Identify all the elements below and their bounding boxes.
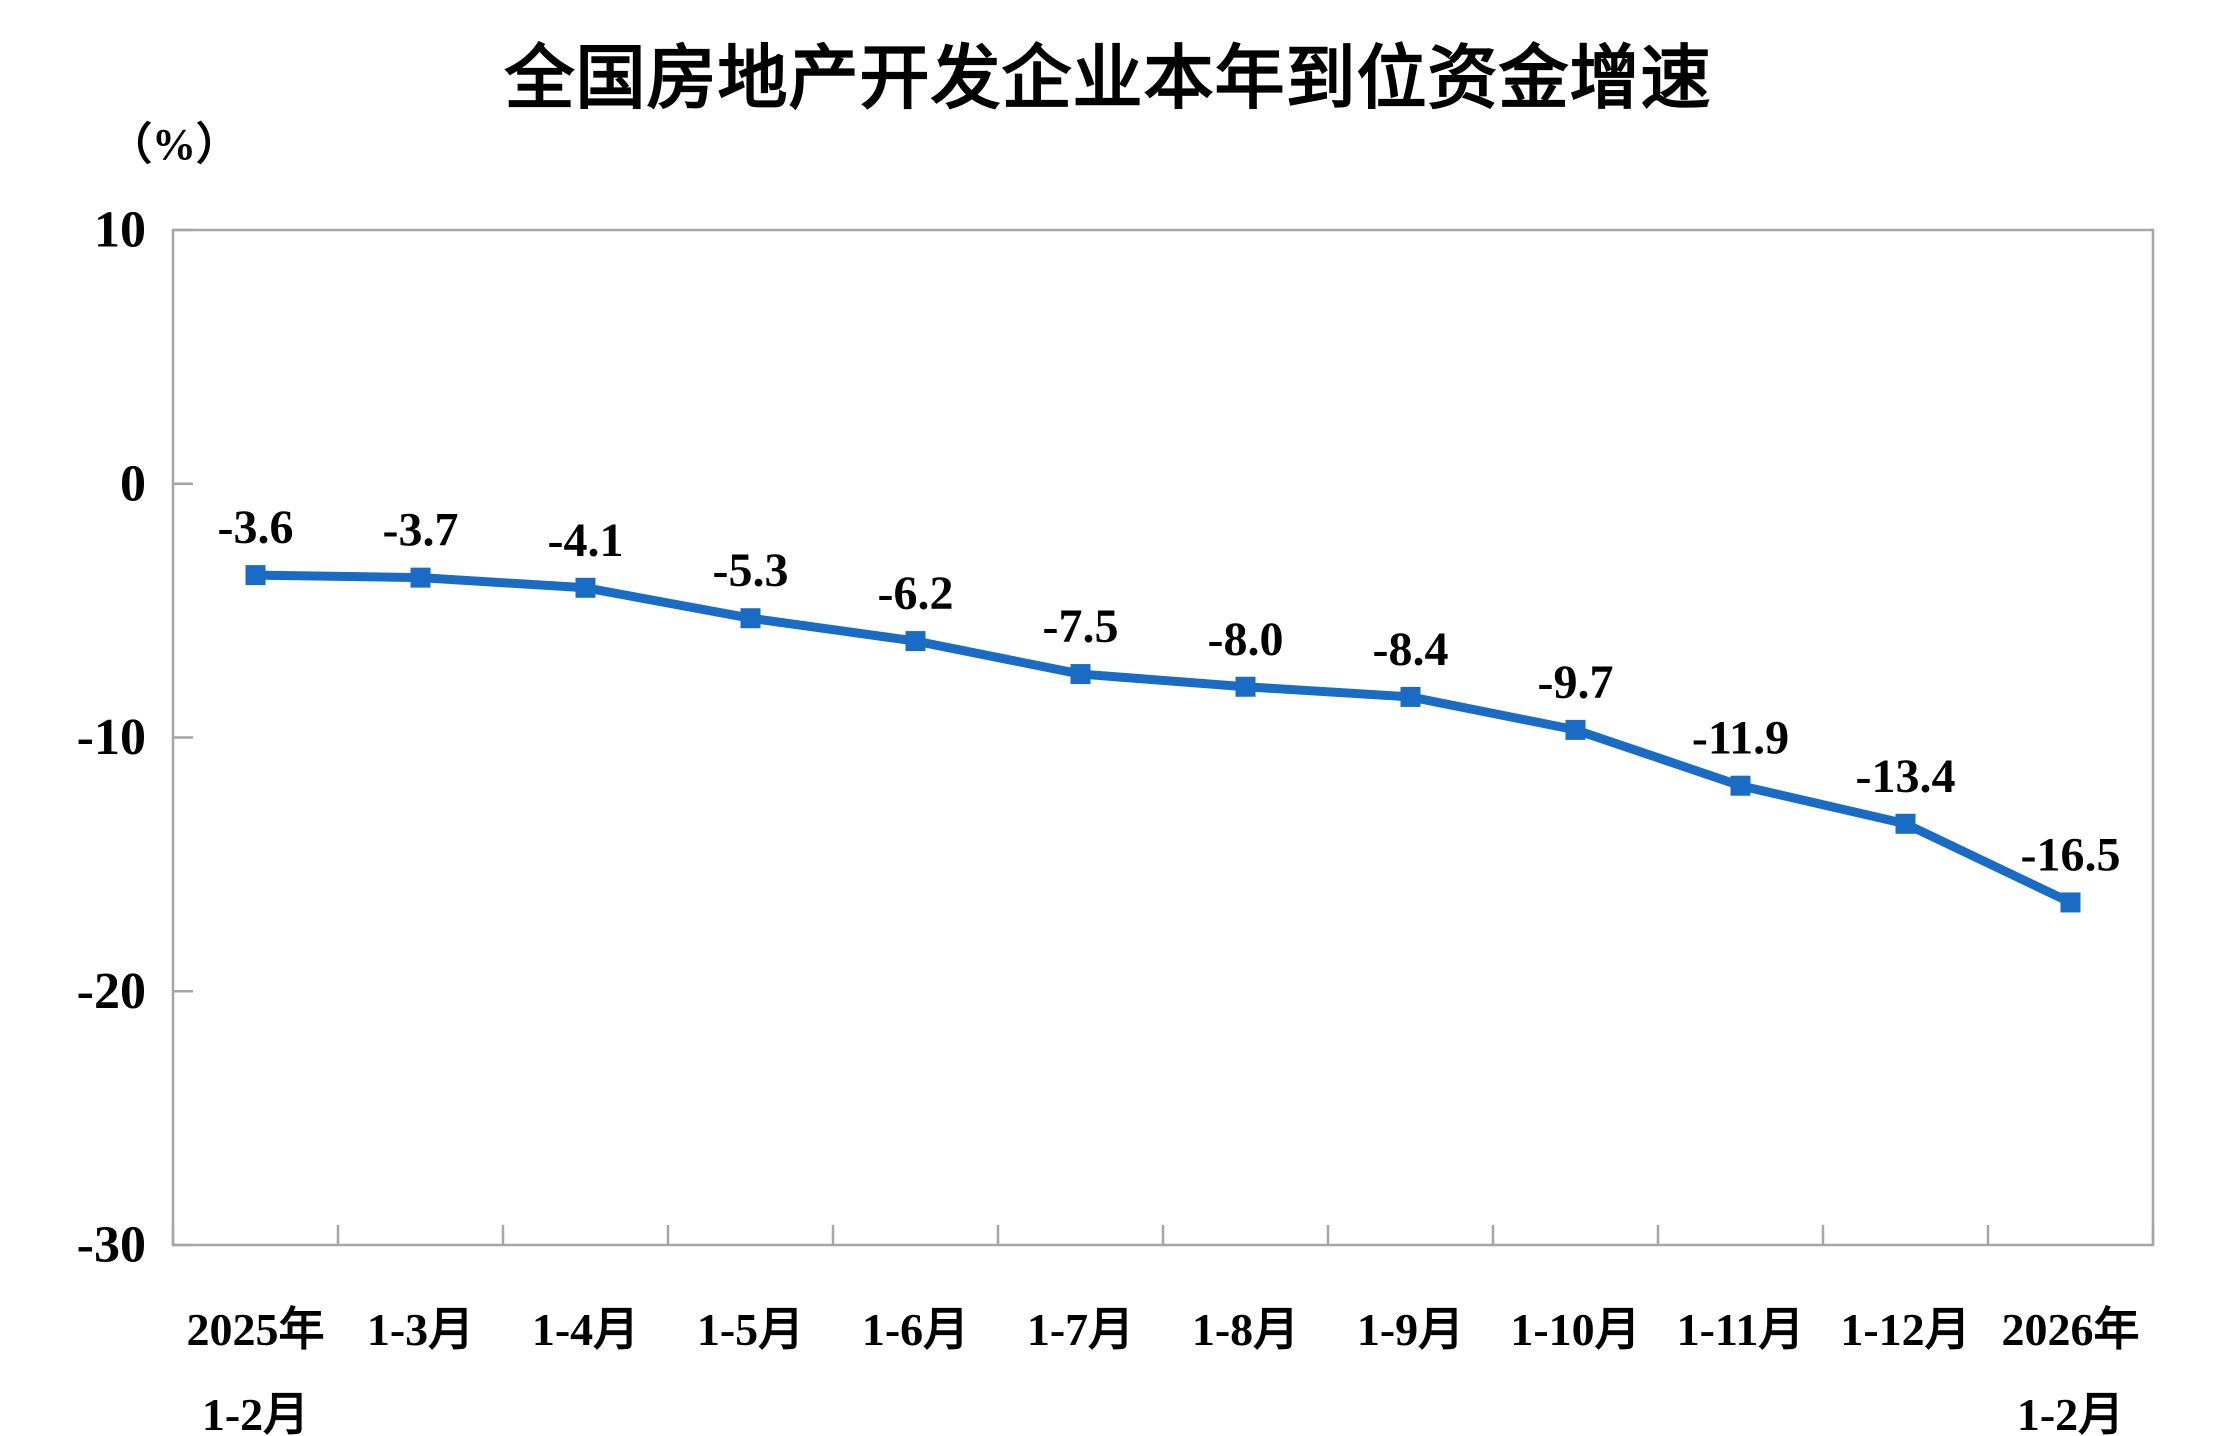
data-point-marker (1895, 813, 1916, 834)
series-line (251, 570, 2075, 907)
data-point-marker (1400, 686, 1421, 707)
data-point-marker (1070, 664, 1091, 685)
x-axis-category-label: 1-8月 (1192, 1304, 1299, 1355)
data-point-marker (1730, 775, 1751, 796)
x-axis-category-label: 1-11月 (1677, 1304, 1805, 1355)
y-axis-tick-label: -10 (77, 709, 146, 766)
data-point-label: -3.6 (218, 501, 294, 554)
y-axis-unit-label: （%） (108, 120, 240, 169)
data-point-marker (1235, 676, 1256, 697)
data-point-label: -13.4 (1856, 750, 1956, 803)
data-point-label: -16.5 (2021, 828, 2121, 881)
data-point-label: -5.3 (713, 544, 789, 597)
x-axis-category-label: 1-5月 (697, 1304, 804, 1355)
data-point-marker (410, 567, 431, 588)
data-point-label: -6.2 (878, 567, 954, 620)
x-axis-category-label: 1-7月 (1027, 1304, 1134, 1355)
data-point-label: -9.7 (1538, 656, 1614, 709)
x-axis-category-label: 1-6月 (862, 1304, 969, 1355)
x-axis-category-label: 2026年 (2002, 1304, 2140, 1355)
data-point-label: -11.9 (1692, 712, 1789, 765)
data-point-marker (905, 631, 926, 652)
data-point-marker (740, 608, 761, 629)
x-axis-category-label: 1-9月 (1357, 1304, 1464, 1355)
x-axis-category-label: 2025年 (187, 1304, 325, 1355)
data-point-marker (245, 565, 266, 586)
y-axis-tick-label: -20 (77, 963, 146, 1020)
y-axis-tick-label: 10 (94, 202, 146, 259)
data-point-label: -3.7 (383, 504, 459, 557)
x-axis-category-label: 1-2月 (202, 1389, 309, 1436)
data-point-label: -7.5 (1043, 600, 1119, 653)
data-point-marker (575, 577, 596, 598)
data-point-marker (2060, 892, 2081, 913)
x-axis-category-label: 1-10月 (1510, 1304, 1640, 1355)
data-point-marker (1565, 719, 1586, 740)
x-axis-category-label: 1-3月 (367, 1304, 474, 1355)
data-point-label: -8.4 (1373, 623, 1449, 676)
plot-border (171, 228, 2155, 1247)
x-axis-category-label: 1-12月 (1840, 1304, 1970, 1355)
chart-title: 全国房地产开发企业本年到位资金增速 (504, 39, 1712, 117)
y-axis-tick-label: -30 (77, 1217, 146, 1274)
data-point-label: -4.1 (548, 514, 624, 567)
y-axis-tick-label: 0 (120, 455, 146, 512)
x-axis-category-label: 1-4月 (532, 1304, 639, 1355)
x-axis-category-label: 1-2月 (2017, 1389, 2124, 1436)
data-point-label: -8.0 (1208, 613, 1284, 666)
